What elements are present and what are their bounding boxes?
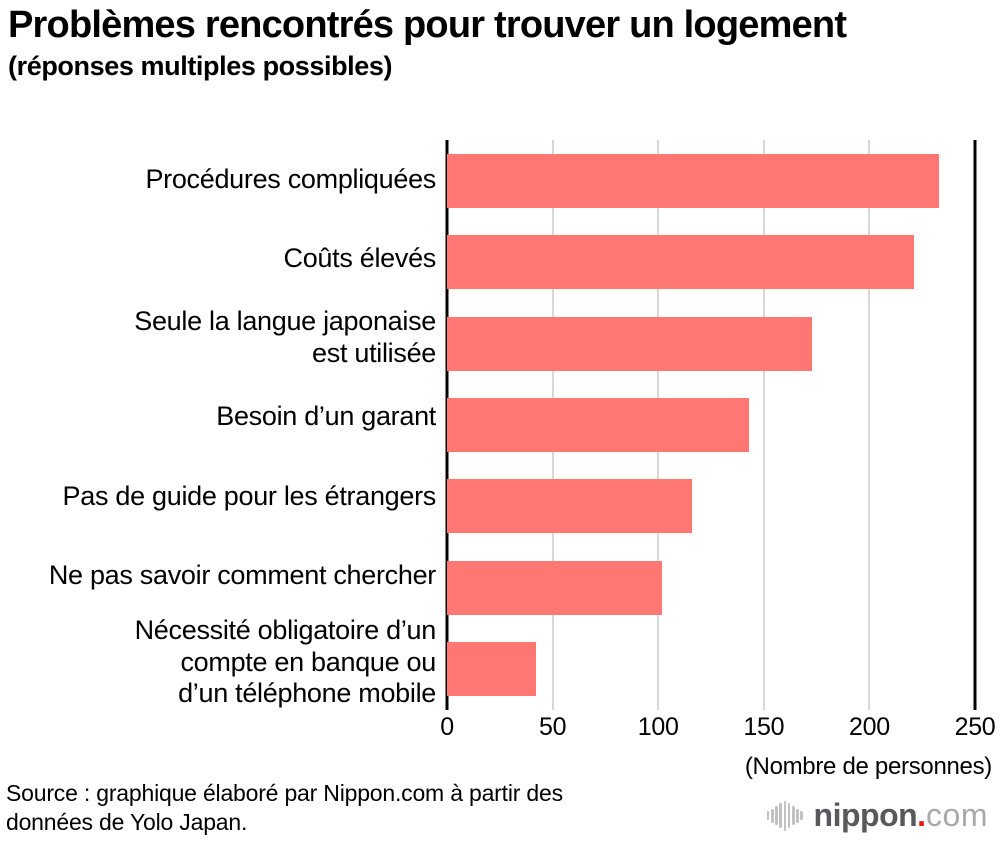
category-label: Pas de guide pour les étrangers [62,480,437,511]
bar-row [447,547,975,628]
category-label: Procédures compliquées [145,163,436,194]
bar-row [447,303,975,384]
source-note: Source : graphique élaboré par Nippon.co… [6,779,563,838]
bar-chart: Procédures compliquées Coûts élevés Seule … [0,140,977,710]
bar [447,153,940,208]
gridline [762,140,765,710]
bar [447,316,813,371]
bars-area [447,140,975,710]
category-label: Besoin d’un garant [216,401,436,432]
bar [447,560,663,615]
category-label: Ne pas savoir comment chercher [48,559,436,590]
category-labels: Procédures compliquées Coûts élevés Seule … [0,140,447,710]
x-tick-label: 50 [538,713,567,741]
x-tick-label: 100 [637,713,679,741]
x-tick-label: 0 [440,713,454,741]
bar-row [447,466,975,547]
chart-header: Problèmes rencontrés pour trouver un log… [8,4,988,81]
bar [447,642,536,697]
bar [447,479,692,534]
category-label: Seule la langue japonaise est utilisée [134,306,436,369]
bar-row [447,221,975,302]
nippon-com-logo: nippon. com [766,797,988,834]
category-label: Coûts élevés [283,243,437,274]
x-tick-label: 150 [743,713,785,741]
x-tick-labels: 0 50 100 150 200 250 [440,713,996,743]
logo-dot: . [917,797,927,833]
chart-subtitle: (réponses multiples possibles) [8,50,393,81]
bar [447,397,750,452]
x-axis-note: (Nombre de personnes) [744,753,992,780]
gridline [868,140,871,710]
source-line-2: données de Yolo Japan. [6,809,248,836]
bar-row [447,384,975,465]
x-tick-label: 200 [848,713,890,741]
source-line-1: Source : graphique élaboré par Nippon.co… [6,780,563,806]
logo-name-text: nippon [813,797,918,833]
sound-wave-icon [766,800,805,831]
bar-row [447,629,975,710]
chart-title: Problèmes rencontrés pour trouver un log… [8,4,847,46]
plot-area [445,140,977,710]
category-label: Nécessité obligatoire d’un compte en ban… [134,615,437,709]
bar-row [447,140,975,221]
plot-right-border [973,140,977,710]
x-tick-label: 250 [954,713,996,741]
bar [447,235,914,290]
logo-tld-text: com [926,797,988,833]
